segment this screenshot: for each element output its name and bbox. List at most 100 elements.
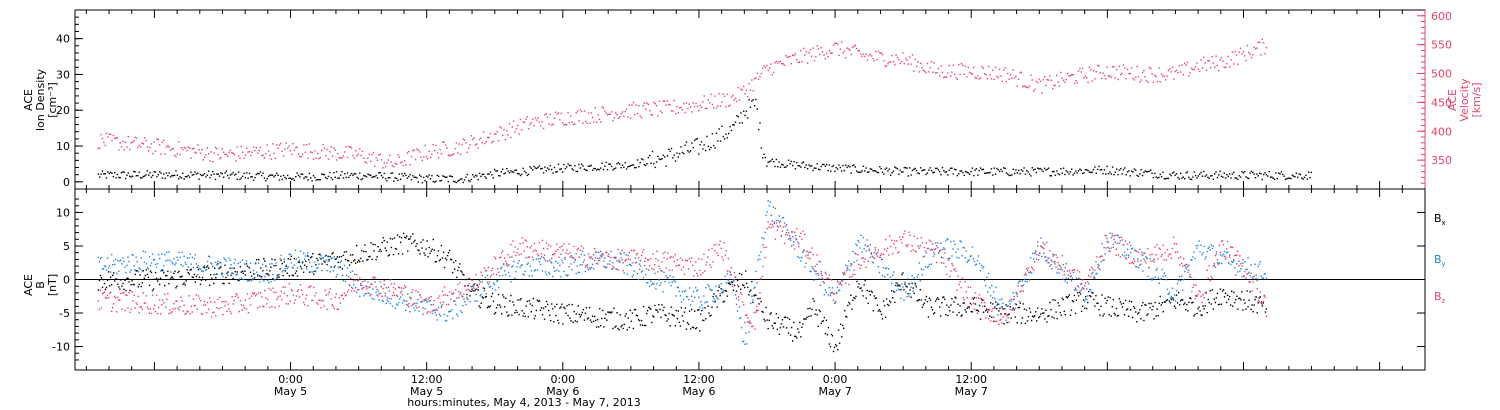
data-point [753, 295, 755, 297]
data-point [316, 178, 319, 181]
data-point [904, 281, 906, 284]
data-point [1185, 64, 1187, 66]
data-point [650, 308, 652, 310]
data-point [224, 172, 226, 174]
data-point [312, 253, 314, 255]
data-point [1107, 241, 1109, 244]
data-point [122, 257, 124, 259]
data-point [309, 285, 311, 288]
data-point [384, 295, 386, 297]
data-point [493, 283, 496, 286]
data-point [143, 261, 146, 263]
data-point [894, 166, 896, 168]
data-point [228, 282, 230, 284]
data-point [564, 256, 566, 259]
data-point [347, 276, 350, 278]
data-point [316, 302, 318, 304]
data-point [102, 268, 105, 270]
data-point [511, 314, 513, 316]
data-point [625, 108, 628, 110]
data-point [487, 266, 490, 269]
data-point [207, 255, 210, 257]
data-point [261, 154, 263, 157]
data-point [824, 332, 827, 335]
data-point [1128, 300, 1131, 302]
data-point [310, 177, 312, 179]
data-point [886, 303, 889, 306]
data-point [736, 100, 738, 103]
data-point [707, 99, 709, 101]
data-point [699, 269, 701, 272]
data-point [342, 155, 345, 157]
data-point [312, 174, 315, 177]
data-point [320, 258, 322, 260]
data-point [1050, 175, 1053, 177]
data-point [1032, 258, 1035, 260]
data-point [879, 52, 881, 54]
data-point [907, 292, 909, 295]
data-point [1062, 298, 1064, 301]
data-point [101, 286, 104, 289]
data-point [940, 242, 942, 244]
data-point [952, 64, 955, 66]
data-point [1047, 315, 1049, 317]
data-point [1082, 299, 1085, 301]
data-point [726, 93, 729, 96]
data-point [749, 106, 752, 108]
data-point [453, 153, 455, 155]
data-point [666, 320, 668, 322]
data-point [567, 111, 569, 114]
data-point [574, 164, 576, 167]
data-point [381, 241, 383, 244]
data-point [305, 176, 308, 178]
y-tick-label-left: 40 [56, 33, 70, 46]
data-point [1254, 298, 1256, 301]
data-point [1134, 307, 1136, 310]
data-point [721, 125, 723, 128]
data-point [781, 319, 784, 321]
data-point [1071, 300, 1074, 302]
data-point [622, 262, 624, 264]
data-point [1226, 294, 1229, 297]
data-point [673, 154, 675, 156]
data-point [1166, 288, 1169, 291]
data-point [347, 260, 350, 262]
data-point [199, 268, 202, 270]
data-point [619, 261, 621, 263]
data-point [1214, 266, 1217, 268]
data-point [693, 310, 696, 312]
data-point [523, 274, 525, 276]
data-point [394, 288, 397, 290]
data-point [502, 250, 504, 252]
data-point [869, 168, 871, 170]
data-point [1123, 255, 1126, 257]
data-point [888, 168, 891, 170]
data-point [447, 252, 450, 254]
data-point [131, 280, 133, 282]
data-point [511, 256, 513, 258]
data-point [379, 248, 381, 251]
data-point [634, 257, 637, 259]
data-point [764, 231, 766, 234]
data-point [924, 70, 926, 73]
data-point [786, 56, 788, 59]
data-point [911, 54, 914, 56]
data-point [906, 286, 908, 288]
data-point [568, 243, 570, 245]
data-point [384, 292, 386, 295]
data-point [904, 283, 906, 285]
data-point [1151, 73, 1153, 75]
data-point [1111, 166, 1114, 168]
data-point [203, 266, 206, 269]
data-point [1139, 248, 1141, 251]
data-point [738, 99, 741, 101]
data-point [719, 105, 722, 107]
data-point [594, 319, 597, 322]
data-point [496, 280, 499, 282]
data-point [541, 270, 544, 272]
data-point [1124, 167, 1126, 169]
data-point [749, 89, 752, 91]
data-point [872, 170, 874, 172]
data-point [511, 126, 513, 128]
data-point [802, 161, 805, 163]
